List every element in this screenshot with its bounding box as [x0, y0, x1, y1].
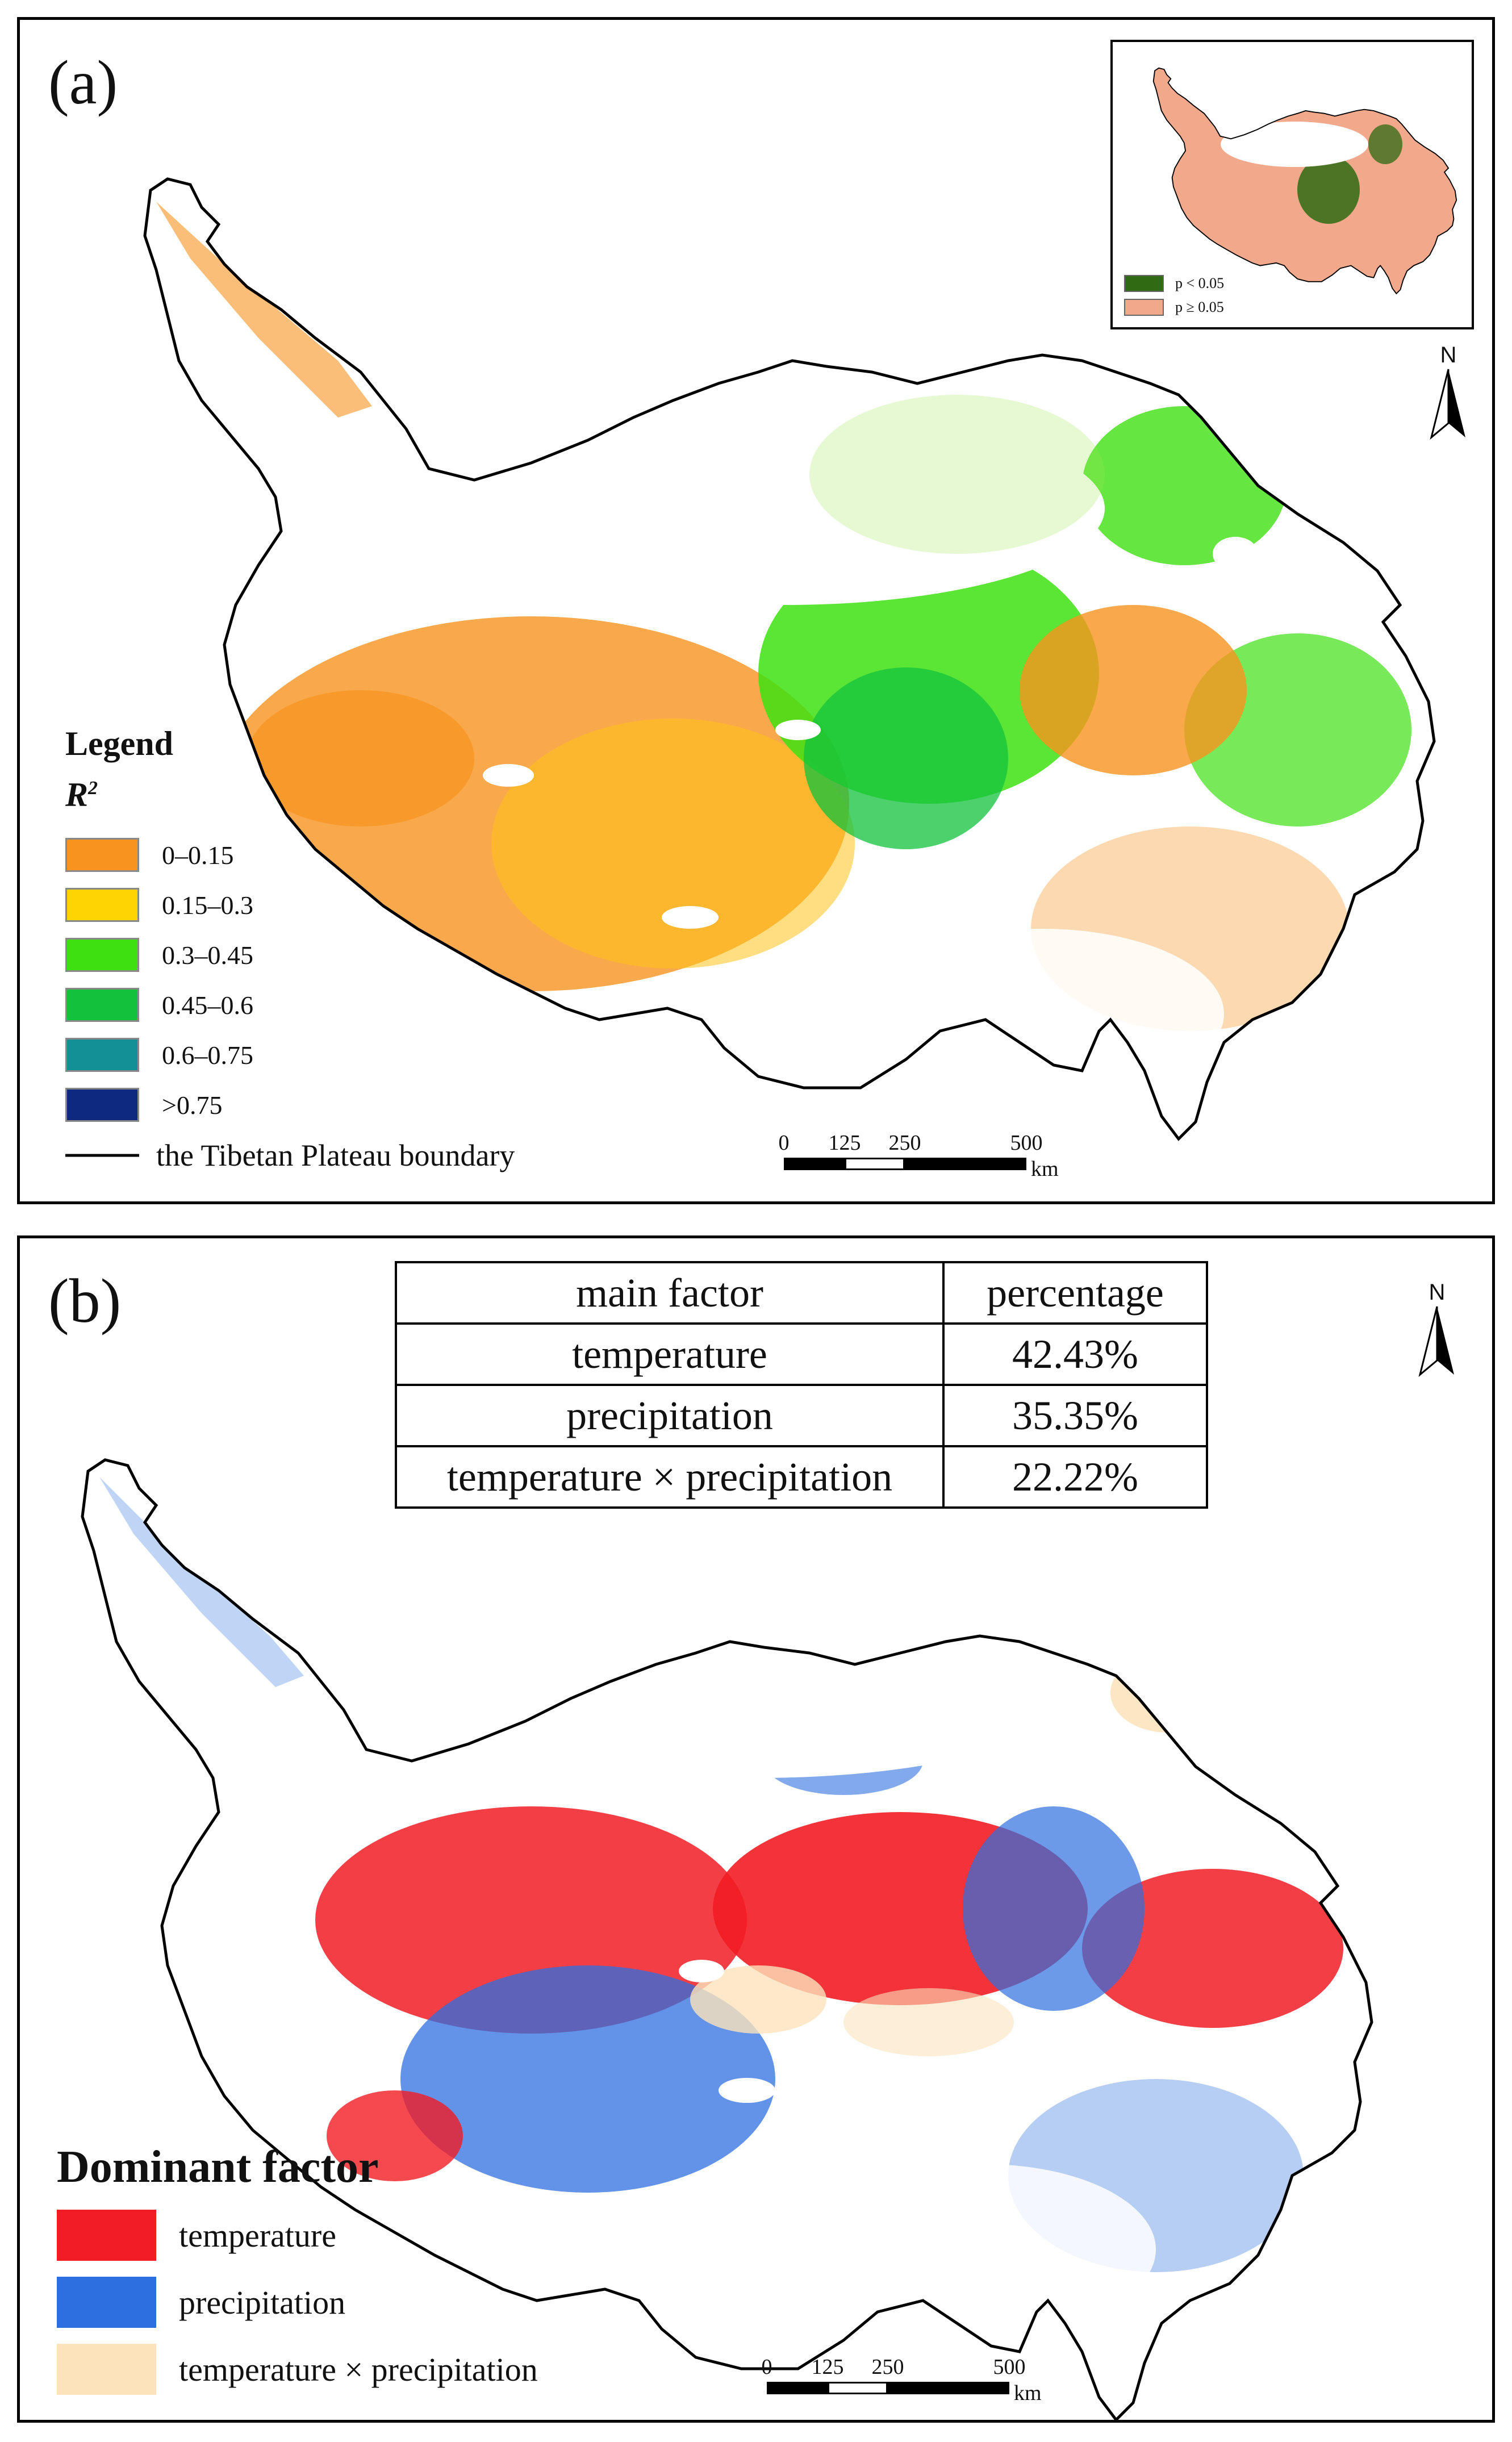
r2-legend-label: 0–0.15 — [162, 840, 234, 870]
table-row: precipitation 35.35% — [395, 1384, 1208, 1447]
dominant-swatch — [57, 2344, 156, 2395]
north-label-a: N — [1440, 343, 1457, 368]
scale-tick: 125 — [828, 1131, 861, 1155]
north-arrow-icon — [1430, 369, 1465, 440]
r2-swatch — [65, 888, 139, 922]
scale-segment — [905, 1158, 1026, 1170]
table-cell: 22.22% — [942, 1445, 1208, 1509]
dominant-legend-label: temperature — [179, 2216, 336, 2254]
r2-legend-label: 0.6–0.75 — [162, 1040, 253, 1070]
dominant-legend-title: Dominant factor — [57, 2142, 379, 2192]
table-cell: 42.43% — [942, 1322, 1208, 1386]
scale-segment — [845, 1158, 905, 1170]
scale-tick: 250 — [888, 1131, 921, 1155]
significance-inset: p < 0.05 p ≥ 0.05 — [1110, 40, 1474, 329]
r2-legend-label: 0.45–0.6 — [162, 990, 253, 1020]
inset-legend-not-significant-label: p ≥ 0.05 — [1175, 299, 1224, 315]
r2-swatch — [65, 838, 139, 872]
north-label-b: N — [1429, 1280, 1446, 1305]
scale-tick: 250 — [871, 2355, 904, 2379]
boundary-legend-item: the Tibetan Plateau boundary — [65, 1138, 515, 1173]
dominant-swatch — [57, 2210, 156, 2261]
table-row: temperature 42.43% — [395, 1322, 1208, 1386]
table-cell: precipitation — [395, 1384, 945, 1447]
panel-b: (b) — [17, 1235, 1495, 2423]
north-arrow-a: N — [1429, 344, 1468, 443]
scale-unit: km — [1031, 1157, 1059, 1181]
panel-a-map — [20, 20, 1492, 1201]
scale-unit: km — [1014, 2381, 1042, 2405]
dominant-legend-item: temperature — [57, 2210, 336, 2261]
scale-bar-b: 0 125 250 500 km — [741, 2355, 1071, 2406]
north-arrow-icon — [1418, 1306, 1454, 1377]
r2-swatch — [65, 1038, 139, 1072]
table-header-row: main factor percentage — [395, 1261, 1208, 1325]
dominant-legend-item: precipitation — [57, 2277, 345, 2328]
scale-tick: 500 — [1010, 1131, 1043, 1155]
scale-tick: 125 — [811, 2355, 844, 2379]
r2-legend-title: Legend — [65, 725, 174, 762]
scale-tick: 500 — [993, 2355, 1026, 2379]
panel-a-label: (a) — [48, 48, 118, 117]
r2-swatch — [65, 988, 139, 1022]
factor-percentage-table: main factor percentage temperature 42.43… — [395, 1261, 1208, 1509]
dominant-legend-item: temperature × precipitation — [57, 2344, 538, 2395]
inset-legend-not-significant: p ≥ 0.05 — [1124, 299, 1224, 316]
boundary-legend-label: the Tibetan Plateau boundary — [156, 1138, 515, 1172]
r2-legend-item: >0.75 — [65, 1088, 222, 1122]
r2-swatch — [65, 1088, 139, 1122]
inset-legend-significant: p < 0.05 — [1124, 275, 1224, 292]
swatch-not-significant — [1124, 299, 1164, 316]
panel-b-map — [20, 1238, 1492, 2420]
r2-legend-item: 0.45–0.6 — [65, 988, 253, 1022]
table-cell: 35.35% — [942, 1384, 1208, 1447]
table-row: temperature × precipitation 22.22% — [395, 1445, 1208, 1509]
scale-bar-a: 0 125 250 500 km — [758, 1130, 1076, 1182]
inset-map — [1152, 67, 1457, 294]
dominant-swatch — [57, 2277, 156, 2328]
r2-symbol: R — [65, 776, 89, 813]
r2-superscript: 2 — [88, 778, 98, 799]
inset-legend-significant-label: p < 0.05 — [1175, 275, 1225, 291]
table-header-cell: main factor — [395, 1261, 945, 1325]
r2-legend-item: 0.6–0.75 — [65, 1038, 253, 1072]
scale-tick: 0 — [778, 1131, 790, 1155]
scale-segment — [767, 2382, 828, 2394]
r2-legend-label: >0.75 — [162, 1090, 223, 1120]
r2-legend-label: 0.3–0.45 — [162, 940, 253, 970]
r2-legend-subtitle: R2 — [65, 775, 98, 815]
dominant-legend-label: precipitation — [179, 2284, 346, 2321]
panel-a: (a) — [17, 17, 1495, 1204]
scale-segment — [828, 2382, 888, 2394]
scale-segment — [888, 2382, 1009, 2394]
r2-legend-item: 0–0.15 — [65, 838, 234, 872]
r2-legend-item: 0.3–0.45 — [65, 938, 253, 972]
table-cell: temperature × precipitation — [395, 1445, 945, 1509]
boundary-line-icon — [65, 1154, 139, 1157]
table-header-cell: percentage — [942, 1261, 1208, 1325]
r2-legend-label: 0.15–0.3 — [162, 890, 253, 920]
dominant-legend-label: temperature × precipitation — [179, 2351, 538, 2388]
r2-legend-item: 0.15–0.3 — [65, 888, 253, 922]
scale-segment — [784, 1158, 845, 1170]
table-cell: temperature — [395, 1322, 945, 1386]
north-arrow-b: N — [1417, 1281, 1457, 1380]
panel-b-label: (b) — [48, 1266, 122, 1335]
scale-tick: 0 — [761, 2355, 772, 2379]
r2-swatch — [65, 938, 139, 972]
swatch-significant — [1124, 275, 1164, 292]
